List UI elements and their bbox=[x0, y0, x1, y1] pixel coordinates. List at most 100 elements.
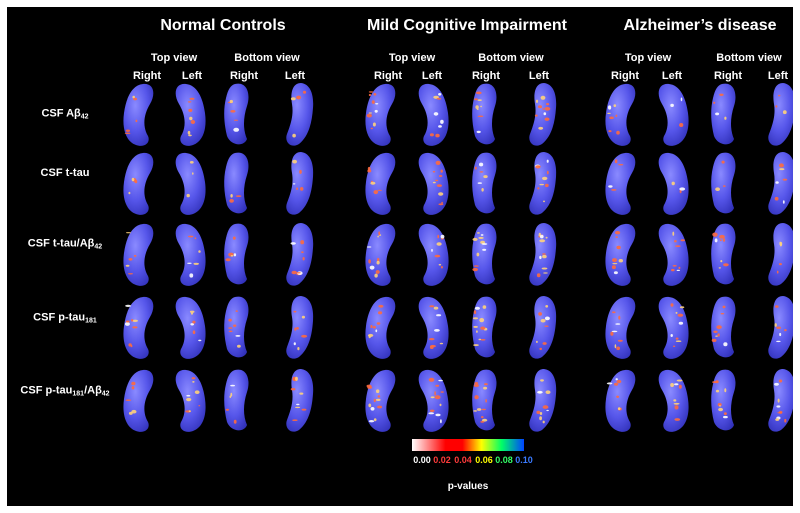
significance-spot bbox=[368, 420, 375, 423]
significance-spot bbox=[433, 306, 439, 310]
significance-spot bbox=[194, 390, 200, 394]
hippocampus-shape bbox=[768, 223, 793, 286]
significance-spot bbox=[375, 103, 379, 105]
hippocampus-shape bbox=[224, 296, 249, 358]
significance-spot bbox=[432, 170, 436, 173]
hippocampus-surface bbox=[175, 369, 206, 432]
significance-spot bbox=[366, 246, 372, 248]
significance-spot bbox=[672, 345, 676, 347]
significance-spot bbox=[716, 325, 722, 329]
significance-spot bbox=[189, 273, 194, 278]
hippocampus-surface bbox=[658, 83, 689, 146]
hippocampus-surface bbox=[605, 223, 636, 286]
significance-spot bbox=[717, 333, 720, 337]
hippocampus-shape bbox=[286, 223, 314, 286]
significance-spot bbox=[542, 342, 547, 345]
hippocampus-shape bbox=[768, 152, 793, 215]
significance-spot bbox=[782, 110, 787, 115]
hippocampus-surface bbox=[529, 152, 557, 215]
significance-spot bbox=[474, 306, 480, 310]
significance-spot bbox=[718, 267, 721, 269]
colorbar-tick: 0.04 bbox=[454, 455, 472, 465]
hippocampus-shape bbox=[418, 152, 449, 215]
significance-spot bbox=[192, 320, 196, 324]
significance-spot bbox=[296, 327, 299, 330]
side-label-left: Left bbox=[767, 70, 789, 82]
significance-spot bbox=[126, 232, 131, 234]
hippocampus-surface bbox=[658, 369, 689, 432]
significance-spot bbox=[672, 265, 677, 267]
significance-spot bbox=[188, 134, 192, 137]
hippocampus-shape bbox=[175, 83, 206, 146]
significance-spot bbox=[543, 272, 548, 274]
significance-spot bbox=[670, 334, 673, 337]
significance-spot bbox=[230, 384, 235, 387]
hippocampus-surface bbox=[472, 83, 497, 145]
significance-spot bbox=[131, 319, 134, 322]
significance-spot bbox=[613, 104, 617, 107]
significance-spot bbox=[472, 237, 478, 241]
colorbar-tick: 0.06 bbox=[475, 455, 493, 465]
significance-spot bbox=[542, 108, 545, 110]
significance-spot bbox=[678, 384, 682, 389]
significance-spot bbox=[125, 264, 130, 267]
hippocampus-surface bbox=[529, 369, 557, 432]
significance-spot bbox=[233, 419, 237, 424]
significance-spot bbox=[293, 342, 296, 346]
significance-spot bbox=[367, 386, 373, 389]
significance-spot bbox=[722, 185, 726, 187]
significance-spot bbox=[192, 330, 196, 334]
significance-spot bbox=[428, 338, 435, 341]
significance-spot bbox=[440, 119, 444, 124]
hippocampus-surface bbox=[768, 83, 793, 146]
hippocampus-surface bbox=[365, 296, 396, 359]
significance-spot bbox=[674, 383, 679, 386]
significance-spot bbox=[481, 416, 484, 419]
significance-spot bbox=[435, 133, 440, 138]
hippocampus-shape bbox=[418, 223, 449, 286]
significance-spot bbox=[235, 335, 241, 337]
colorbar-tick: 0.02 bbox=[433, 455, 451, 465]
significance-spot bbox=[477, 182, 482, 184]
significance-spot bbox=[434, 395, 441, 400]
hippocampus-surface bbox=[711, 369, 736, 431]
significance-spot bbox=[376, 322, 381, 325]
significance-spot bbox=[190, 323, 194, 326]
significance-spot bbox=[774, 323, 777, 327]
hippocampus-surface bbox=[768, 296, 793, 359]
hippocampus-surface bbox=[224, 152, 249, 214]
significance-spot bbox=[618, 259, 623, 263]
significance-spot bbox=[128, 258, 133, 261]
significance-spot bbox=[198, 339, 202, 342]
significance-spot bbox=[370, 407, 375, 411]
hippocampus-shape bbox=[472, 223, 497, 285]
significance-spot bbox=[373, 418, 377, 422]
significance-spot bbox=[368, 403, 372, 408]
significance-spot bbox=[128, 273, 133, 275]
hippocampus-surface bbox=[768, 223, 793, 286]
significance-spot bbox=[366, 113, 372, 118]
significance-spot bbox=[537, 391, 542, 393]
significance-spot bbox=[774, 382, 779, 386]
significance-spot bbox=[371, 100, 375, 104]
significance-spot bbox=[777, 398, 780, 403]
significance-spot bbox=[476, 252, 480, 257]
significance-spot bbox=[536, 410, 541, 414]
significance-spot bbox=[615, 231, 621, 235]
significance-spot bbox=[775, 105, 778, 108]
significance-spot bbox=[225, 408, 230, 411]
significance-spot bbox=[723, 415, 728, 419]
significance-spot bbox=[615, 378, 618, 381]
significance-spot bbox=[539, 183, 544, 186]
significance-spot bbox=[540, 318, 546, 323]
significance-spot bbox=[615, 236, 618, 238]
significance-spot bbox=[135, 119, 138, 123]
hippocampus-surface bbox=[224, 296, 249, 358]
significance-spot bbox=[723, 412, 727, 415]
significance-spot bbox=[777, 412, 783, 414]
significance-spot bbox=[715, 389, 720, 393]
significance-spot bbox=[302, 257, 305, 261]
significance-spot bbox=[539, 416, 542, 421]
significance-spot bbox=[537, 187, 540, 190]
significance-spot bbox=[191, 377, 196, 380]
